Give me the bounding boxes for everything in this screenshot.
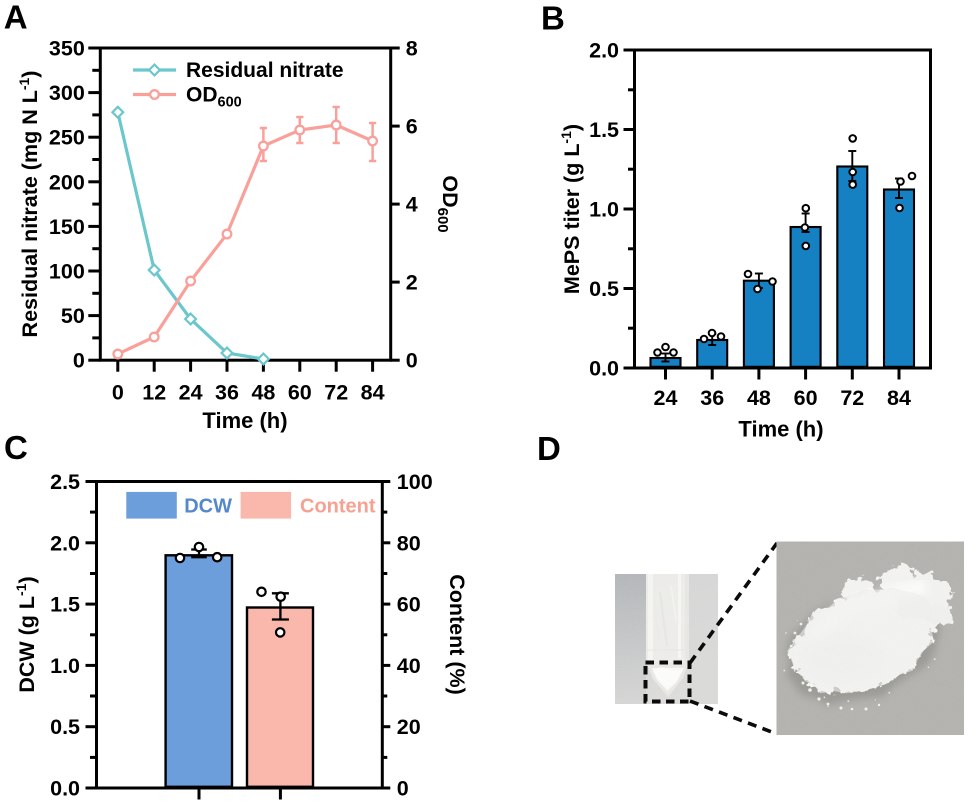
svg-text:D: D (537, 430, 561, 467)
svg-text:72: 72 (840, 386, 864, 410)
svg-text:40: 40 (397, 654, 421, 678)
svg-text:50: 50 (61, 304, 85, 328)
svg-text:1.5: 1.5 (589, 118, 619, 142)
svg-text:Residual nitrate (mg N L-1): Residual nitrate (mg N L-1) (16, 71, 42, 338)
svg-text:1.0: 1.0 (589, 198, 619, 222)
svg-text:100: 100 (397, 470, 433, 494)
svg-text:0.0: 0.0 (50, 777, 80, 801)
svg-text:150: 150 (49, 215, 85, 239)
svg-text:24: 24 (179, 381, 203, 405)
svg-text:0: 0 (73, 349, 85, 373)
svg-text:0.5: 0.5 (50, 715, 80, 739)
svg-text:0: 0 (112, 381, 124, 405)
svg-text:60: 60 (288, 381, 312, 405)
svg-text:36: 36 (700, 386, 724, 410)
svg-text:B: B (541, 0, 565, 36)
svg-text:8: 8 (406, 37, 418, 61)
svg-text:2.0: 2.0 (589, 39, 619, 63)
svg-text:Time (h): Time (h) (738, 417, 823, 442)
svg-text:Content: Content (300, 496, 376, 518)
svg-text:24: 24 (654, 386, 678, 410)
svg-text:2.0: 2.0 (50, 531, 80, 555)
svg-text:60: 60 (397, 593, 421, 617)
svg-text:0: 0 (397, 777, 409, 801)
svg-text:6: 6 (406, 115, 418, 139)
svg-text:60: 60 (794, 386, 818, 410)
svg-text:Time (h): Time (h) (202, 408, 287, 433)
svg-text:OD600: OD600 (434, 175, 462, 232)
svg-text:C: C (4, 429, 28, 466)
svg-text:12: 12 (142, 381, 166, 405)
svg-text:4: 4 (406, 193, 418, 217)
svg-text:A: A (4, 0, 28, 35)
svg-text:84: 84 (887, 386, 911, 410)
svg-text:2: 2 (406, 271, 418, 295)
svg-text:20: 20 (397, 715, 421, 739)
svg-text:84: 84 (361, 381, 385, 405)
svg-text:2.5: 2.5 (50, 470, 80, 494)
svg-text:250: 250 (49, 126, 85, 150)
svg-text:36: 36 (215, 381, 239, 405)
svg-text:48: 48 (251, 381, 275, 405)
svg-text:OD600: OD600 (186, 84, 242, 111)
svg-text:350: 350 (49, 37, 85, 61)
svg-text:DCW: DCW (184, 496, 232, 518)
svg-text:48: 48 (747, 386, 771, 410)
svg-text:MePS titer (g L-1): MePS titer (g L-1) (558, 124, 584, 294)
svg-text:Content (%): Content (%) (445, 574, 469, 695)
svg-text:80: 80 (397, 531, 421, 555)
svg-text:300: 300 (49, 81, 85, 105)
svg-text:1.5: 1.5 (50, 593, 80, 617)
svg-text:72: 72 (324, 381, 348, 405)
svg-text:0.0: 0.0 (589, 357, 619, 381)
svg-text:0: 0 (406, 349, 418, 373)
svg-text:200: 200 (49, 170, 85, 194)
svg-text:100: 100 (49, 260, 85, 284)
svg-text:1.0: 1.0 (50, 654, 80, 678)
svg-text:Residual nitrate: Residual nitrate (186, 59, 344, 82)
svg-text:0.5: 0.5 (589, 277, 619, 301)
